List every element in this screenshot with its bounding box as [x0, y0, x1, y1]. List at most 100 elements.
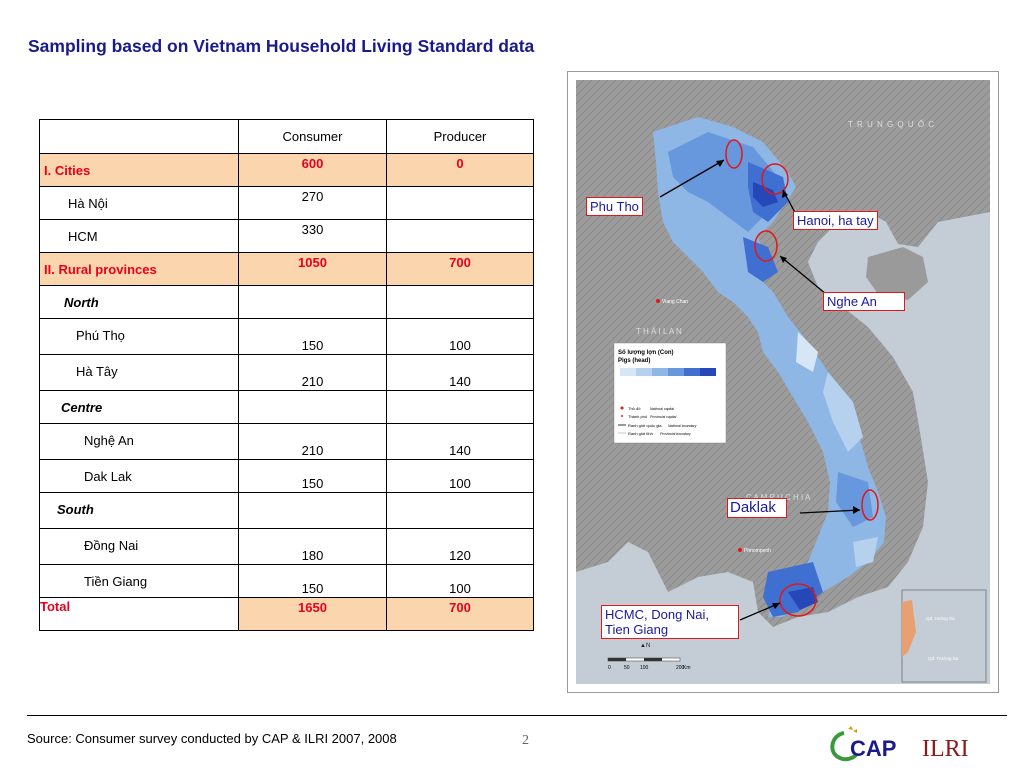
phu-tho-circle	[725, 139, 743, 169]
producer-value: 140	[449, 443, 471, 458]
table-total-row: Total 1650 700	[39, 597, 534, 631]
consumer-value: 180	[301, 548, 324, 563]
svg-text:Ranh giới quốc gia: Ranh giới quốc gia	[628, 423, 662, 428]
producer-value	[387, 187, 533, 189]
daklak-circle	[861, 489, 879, 521]
row-label: North	[64, 295, 99, 310]
vietnam-map: T R U N G Q U Ố C T H Á I L A N C A M P …	[567, 71, 999, 693]
svg-text:50: 50	[624, 665, 630, 671]
nghe-an-circle	[754, 230, 778, 262]
svg-text:National boundary: National boundary	[668, 424, 697, 428]
table-row: North	[39, 285, 534, 319]
header-consumer: Consumer	[238, 119, 387, 154]
svg-text:Provincial boundary: Provincial boundary	[660, 432, 691, 436]
consumer-value: 150	[301, 581, 324, 596]
slide-title: Sampling based on Vietnam Household Livi…	[28, 36, 535, 56]
svg-text:Thủ đô: Thủ đô	[628, 406, 641, 411]
hainan-island	[866, 247, 928, 300]
label-vientiane: Viang Chan	[662, 299, 688, 305]
cap-wheat-icon	[848, 726, 857, 733]
producer-value: 120	[449, 548, 471, 563]
row-label: Tiền Giang	[84, 574, 148, 589]
scale-bar: 0 50 100 200 Km	[607, 657, 691, 671]
consumer-value: 600	[301, 156, 324, 171]
producer-value: 100	[449, 581, 471, 596]
page-number: 2	[522, 733, 529, 748]
svg-text:Thành phố: Thành phố	[628, 414, 648, 419]
north-arrow-icon: ▲N	[640, 643, 650, 649]
table-row: Nghệ An 210 140	[39, 423, 534, 460]
row-label: Phú Thọ	[76, 328, 125, 343]
cap-swoosh-icon	[830, 731, 858, 762]
logo-graphic: CAP ILRI	[830, 726, 969, 762]
row-label: Centre	[61, 400, 103, 415]
svg-text:0: 0	[608, 665, 611, 671]
map-legend: Số lượng lợn (Con) Pigs (head) Thủ đô Na…	[613, 342, 727, 444]
row-label: HCM	[68, 229, 98, 244]
svg-text:100: 100	[640, 665, 649, 671]
consumer-value: 210	[301, 374, 324, 389]
producer-value: 100	[449, 476, 471, 491]
table-row: Dak Lak 150 100	[39, 459, 534, 493]
svg-text:Qđ. Trường Sa: Qđ. Trường Sa	[928, 656, 959, 661]
header-empty	[39, 119, 239, 154]
consumer-value: 270	[301, 189, 324, 204]
table-row: Đồng Nai 180 120	[39, 528, 534, 565]
svg-text:Pigs (head): Pigs (head)	[618, 358, 650, 364]
producer-value: 700	[449, 255, 471, 270]
consumer-value: 1650	[298, 600, 327, 615]
row-label: Total	[40, 599, 71, 614]
svg-text:200: 200	[676, 665, 685, 671]
row-label: Nghệ An	[84, 433, 134, 448]
table-row: Hà Nội 270	[39, 186, 534, 220]
source-note: Source: Consumer survey conducted by CAP…	[27, 731, 397, 746]
callout-hcmc-line2: Tien Giang	[605, 622, 669, 637]
partner-logos: CAP ILRI	[826, 725, 976, 768]
callout-hcmc-line1: HCMC, Dong Nai,	[605, 607, 710, 622]
table-row: Hà Tây 210 140	[39, 354, 534, 391]
consumer-value: 1050	[298, 255, 327, 270]
phnompenh-marker-icon	[738, 548, 742, 552]
highlight-circles	[725, 139, 879, 617]
row-label: Hà Nội	[68, 196, 108, 211]
callout-hcmc: HCMC, Dong Nai, Tien Giang	[601, 605, 739, 639]
row-label: Hà Tây	[76, 364, 118, 379]
hcmc-circle	[779, 583, 817, 617]
table-row: South	[39, 492, 534, 529]
table-row: HCM 330	[39, 219, 534, 253]
callout-daklak: Daklak	[727, 498, 787, 518]
row-label: Dak Lak	[84, 469, 132, 484]
row-label: II. Rural provinces	[44, 262, 157, 277]
table-header-row: Consumer Producer	[39, 119, 534, 154]
callout-hanoi: Hanoi, ha tay	[793, 211, 878, 230]
row-label: I. Cities	[44, 163, 91, 178]
callout-nghe-an: Nghe An	[823, 292, 905, 311]
svg-text:Ranh giới tỉnh: Ranh giới tỉnh	[628, 431, 653, 436]
cap-logo-text: CAP	[850, 736, 896, 761]
map-canvas: T R U N G Q U Ố C T H Á I L A N C A M P …	[576, 80, 990, 684]
label-phnompenh: Phnompenh	[744, 548, 771, 554]
hanoi-circle	[761, 163, 789, 195]
vientiane-marker-icon	[656, 299, 660, 303]
sampling-table: Consumer Producer I. Cities 600 0 Hà Nội…	[39, 119, 534, 631]
table-row: II. Rural provinces 1050 700	[39, 252, 534, 286]
producer-value: 100	[449, 338, 471, 353]
producer-value: 140	[449, 374, 471, 389]
svg-text:Số lượng lợn (Con): Số lượng lợn (Con)	[618, 349, 674, 356]
table-row: I. Cities 600 0	[39, 153, 534, 187]
consumer-value: 150	[301, 338, 324, 353]
consumer-value: 330	[301, 222, 324, 237]
arrow-heads	[716, 160, 860, 609]
table-row: Centre	[39, 390, 534, 424]
svg-text:Qđ. Hoàng Sa: Qđ. Hoàng Sa	[926, 616, 955, 621]
footer-divider	[27, 715, 1007, 716]
ilri-logo-text: ILRI	[922, 736, 969, 762]
row-label: Đồng Nai	[84, 538, 139, 553]
consumer-value: 210	[301, 443, 324, 458]
svg-text:Provincial capital: Provincial capital	[650, 415, 676, 419]
callout-phu-tho: Phu Tho	[586, 197, 643, 216]
table-row: Tiền Giang 150 100	[39, 564, 534, 598]
label-cambodia: C A M P U C H I A	[746, 493, 811, 502]
row-label: South	[57, 502, 94, 517]
header-producer: Producer	[386, 119, 534, 154]
